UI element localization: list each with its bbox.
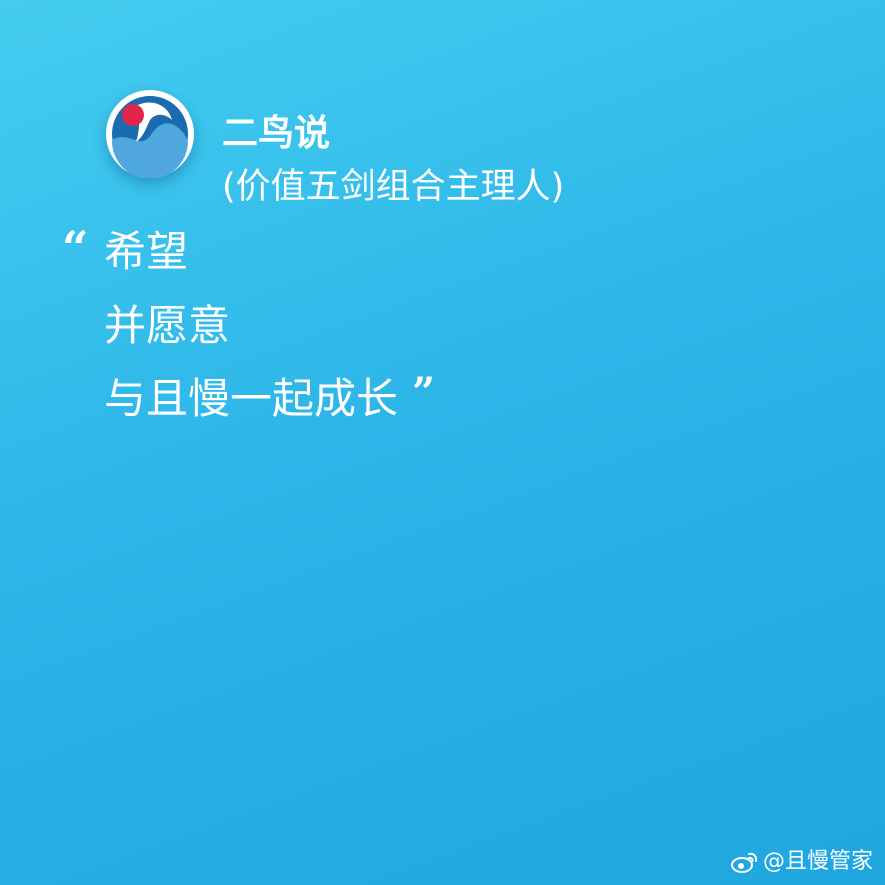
close-quote-mark: ” [412, 369, 436, 416]
quote-line-2: 并愿意 [104, 301, 231, 350]
open-quote-mark: “ [62, 221, 89, 275]
avatar-logo-icon [106, 90, 194, 178]
quote-line-3-text: 与且慢一起成长 [104, 374, 399, 423]
quote-line-1: 希望 [104, 227, 189, 276]
author-avatar [106, 90, 194, 178]
weibo-watermark: @且慢管家 [730, 849, 873, 875]
watermark-handle: @且慢管家 [762, 849, 873, 874]
author-name: 二鸟说 [222, 113, 331, 154]
author-role: (价值五剑组合主理人) [222, 167, 565, 207]
weibo-icon [730, 852, 758, 873]
quote-line-3: 与且慢一起成长 ” [104, 369, 435, 424]
